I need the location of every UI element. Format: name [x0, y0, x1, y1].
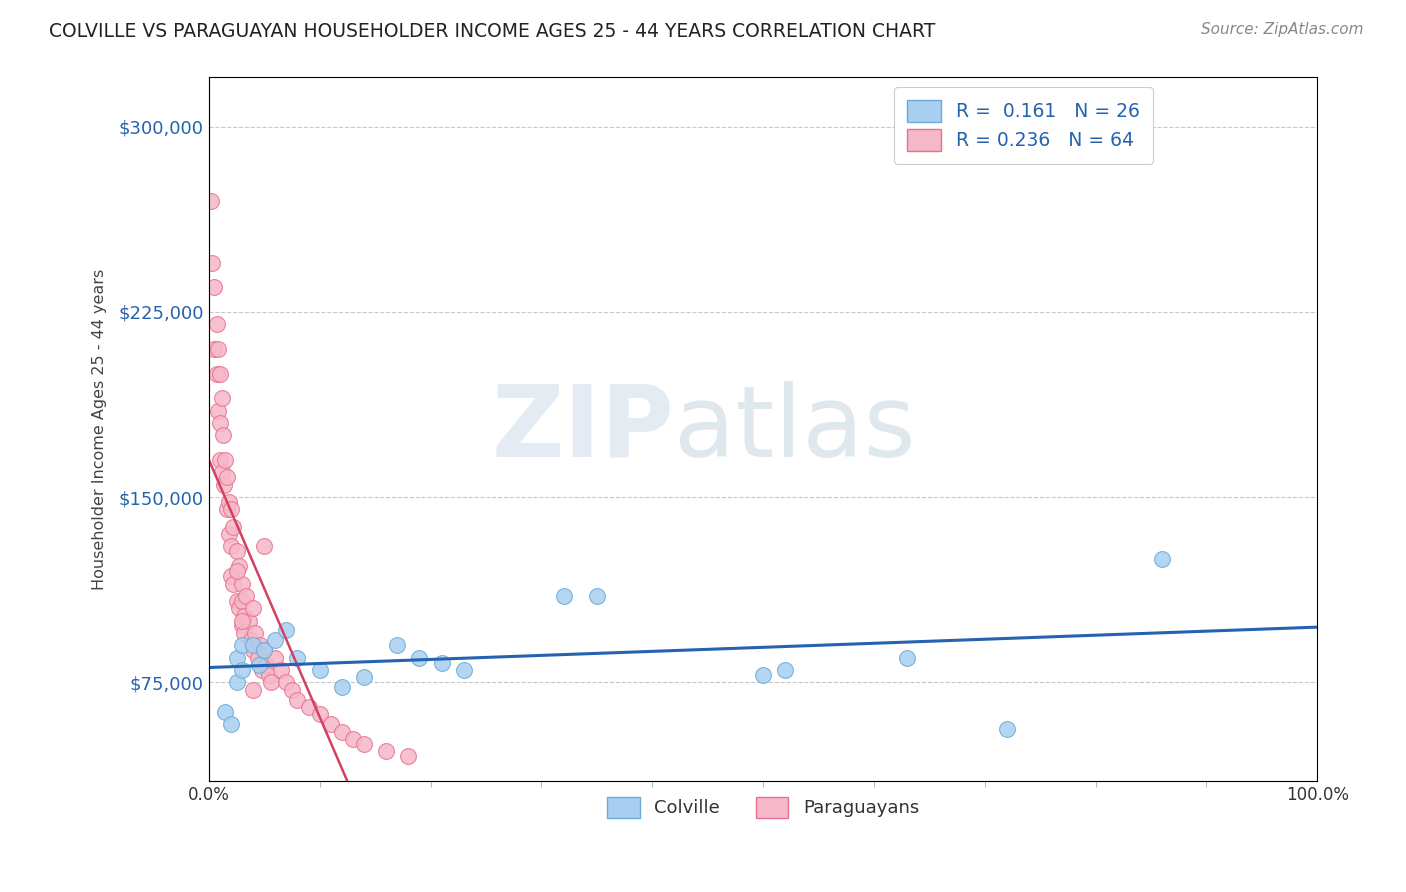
Text: ZIP: ZIP	[492, 381, 675, 478]
Point	[218, 527, 240, 541]
Point	[219, 569, 242, 583]
Point	[214, 477, 236, 491]
Point	[211, 392, 233, 406]
Point	[211, 466, 233, 480]
Point	[257, 668, 280, 682]
Point	[353, 737, 375, 751]
Point	[219, 502, 242, 516]
Point	[297, 700, 319, 714]
Point	[231, 594, 253, 608]
Point	[207, 403, 229, 417]
Point	[201, 255, 224, 269]
Point	[225, 594, 247, 608]
Point	[231, 618, 253, 632]
Point	[228, 559, 250, 574]
Point	[200, 194, 222, 208]
Point	[215, 502, 238, 516]
Point	[225, 650, 247, 665]
Point	[239, 633, 262, 648]
Point	[238, 614, 260, 628]
Point	[1152, 551, 1174, 566]
Point	[222, 576, 245, 591]
Point	[276, 675, 298, 690]
Point	[214, 453, 236, 467]
Point	[264, 633, 287, 648]
Point	[408, 650, 430, 665]
Text: atlas: atlas	[675, 381, 915, 478]
Point	[225, 564, 247, 578]
Point	[215, 470, 238, 484]
Point	[208, 453, 231, 467]
Point	[228, 601, 250, 615]
Point	[256, 657, 278, 672]
Legend: Colville, Paraguayans: Colville, Paraguayans	[600, 789, 927, 825]
Point	[773, 663, 796, 677]
Point	[250, 663, 273, 677]
Point	[396, 749, 419, 764]
Point	[222, 520, 245, 534]
Point	[247, 657, 270, 672]
Point	[308, 663, 330, 677]
Point	[308, 707, 330, 722]
Point	[453, 663, 475, 677]
Point	[218, 495, 240, 509]
Point	[242, 643, 264, 657]
Point	[208, 416, 231, 430]
Point	[264, 650, 287, 665]
Point	[242, 601, 264, 615]
Point	[553, 589, 575, 603]
Point	[245, 626, 267, 640]
Point	[319, 717, 342, 731]
Point	[212, 428, 235, 442]
Point	[260, 675, 283, 690]
Point	[235, 589, 257, 603]
Point	[342, 732, 364, 747]
Point	[253, 643, 276, 657]
Point	[353, 670, 375, 684]
Point	[214, 705, 236, 719]
Point	[219, 717, 242, 731]
Point	[208, 367, 231, 381]
Point	[231, 576, 253, 591]
Point	[205, 367, 228, 381]
Point	[202, 280, 225, 294]
Point	[231, 638, 253, 652]
Point	[253, 540, 276, 554]
Point	[375, 744, 398, 758]
Point	[330, 724, 353, 739]
Point	[233, 626, 256, 640]
Point	[242, 682, 264, 697]
Point	[270, 663, 292, 677]
Point	[995, 722, 1018, 736]
Point	[752, 668, 775, 682]
Text: Source: ZipAtlas.com: Source: ZipAtlas.com	[1201, 22, 1364, 37]
Point	[205, 318, 228, 332]
Point	[219, 540, 242, 554]
Point	[249, 638, 271, 652]
Point	[231, 614, 253, 628]
Point	[253, 643, 276, 657]
Point	[233, 608, 256, 623]
Point	[387, 638, 409, 652]
Point	[896, 650, 918, 665]
Point	[225, 544, 247, 558]
Point	[231, 663, 253, 677]
Point	[287, 650, 309, 665]
Point	[207, 342, 229, 356]
Text: COLVILLE VS PARAGUAYAN HOUSEHOLDER INCOME AGES 25 - 44 YEARS CORRELATION CHART: COLVILLE VS PARAGUAYAN HOUSEHOLDER INCOM…	[49, 22, 935, 41]
Point	[276, 624, 298, 638]
Point	[242, 638, 264, 652]
Point	[330, 680, 353, 694]
Point	[430, 656, 453, 670]
Point	[585, 589, 607, 603]
Point	[202, 342, 225, 356]
Point	[246, 650, 269, 665]
Point	[281, 682, 304, 697]
Point	[225, 675, 247, 690]
Point	[287, 692, 309, 706]
Y-axis label: Householder Income Ages 25 - 44 years: Householder Income Ages 25 - 44 years	[93, 268, 107, 590]
